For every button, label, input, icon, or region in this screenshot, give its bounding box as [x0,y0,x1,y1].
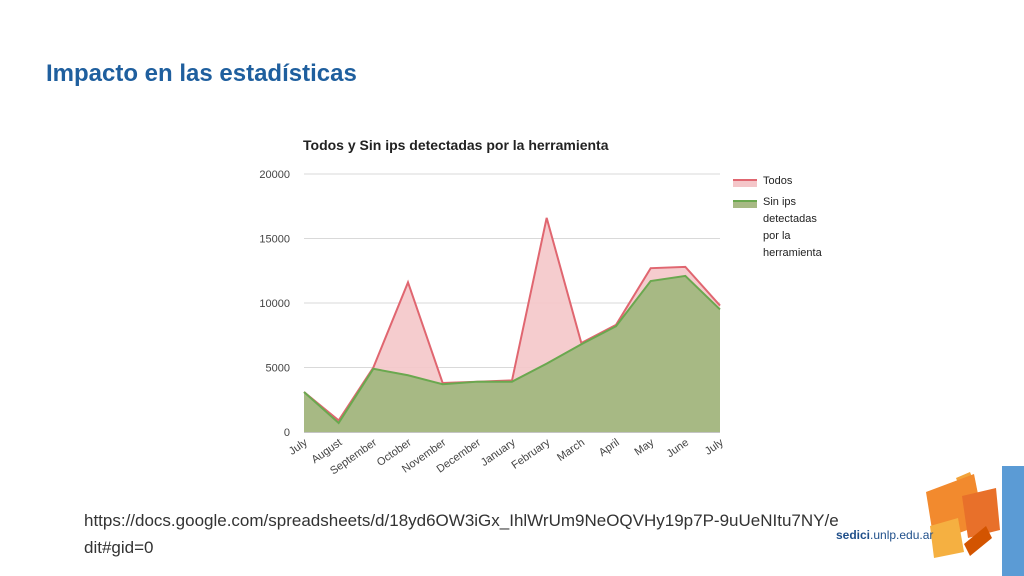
x-tick-label: July [703,436,726,457]
x-tick-label: March [555,437,587,464]
legend-swatch [733,180,757,187]
slide-title: Impacto en las estadísticas [46,60,357,87]
chart-legend: Todos Sin ips detectadas por la herramienta [733,175,823,259]
x-axis-ticks: July AugustSeptemberOctoberNovemberDecemb… [287,436,726,477]
logo-text-rest: .unlp.edu.ar [870,528,934,542]
area-chart: Todos y Sin ips detectadas por la herram… [259,137,823,477]
x-tick-label: February [509,436,552,471]
x-tick-label: April [597,437,622,459]
legend-swatch [733,201,757,208]
y-tick-label: 5000 [266,363,290,375]
series-line-0 [303,217,721,422]
y-tick-label: 0 [284,427,290,439]
y-tick-label: 15000 [259,234,290,246]
x-tick-label: July [287,436,310,457]
x-tick-label: June [665,437,691,461]
y-tick-label: 10000 [259,298,290,310]
legend-label: por la [763,230,791,242]
legend-label: detectadas [763,213,817,225]
legend-label: Sin ips [763,196,797,208]
chart-title: Todos y Sin ips detectadas por la herram… [303,137,609,153]
legend-label: herramienta [763,247,823,259]
logo-text-bold: sedici [836,528,871,542]
series-area-1 [304,275,720,432]
series-line-1 [303,274,721,425]
x-tick-label: May [632,436,656,458]
source-url[interactable]: https://docs.google.com/spreadsheets/d/1… [84,511,839,557]
legend-label: Todos [763,175,793,187]
logo-text: sedici.unlp.edu.ar [836,528,933,542]
y-axis-ticks: 0 5000 10000 15000 20000 [259,169,290,439]
y-tick-label: 20000 [259,169,290,181]
chart-areas [303,217,721,432]
sedici-logo-icon [926,466,1024,576]
